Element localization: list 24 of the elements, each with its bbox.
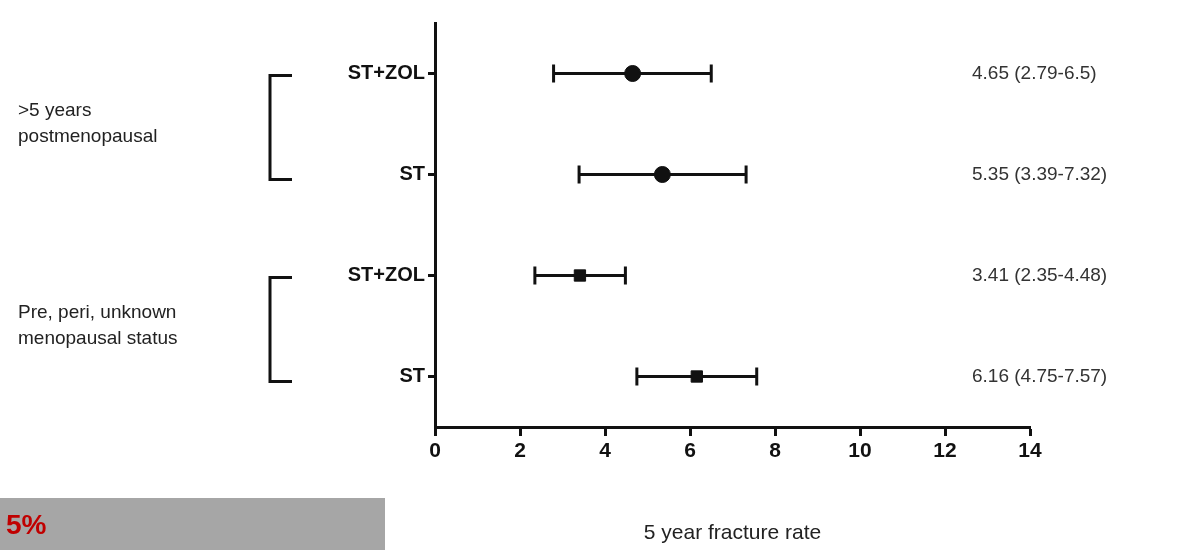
x-tick-label: 4 xyxy=(599,438,612,462)
text: 4.65 (2.79-6.5) xyxy=(972,61,1097,83)
x-tick-label: 2 xyxy=(514,438,526,462)
text: 3.41 (2.35-4.48) xyxy=(972,263,1108,285)
y-tick-label: ST xyxy=(399,162,425,185)
point xyxy=(690,370,703,383)
text: >5 years postmenopausal xyxy=(18,99,158,147)
x-tick-label: 0 xyxy=(429,438,441,462)
x-axis-title: 5 year fracture rate xyxy=(643,520,822,544)
point xyxy=(573,269,587,282)
y-tick-label: ST xyxy=(399,364,425,387)
label-box: 5% xyxy=(0,498,385,550)
x-tick-label: 10 xyxy=(848,438,872,462)
x-tick-label: 14 xyxy=(1018,438,1042,462)
x-tick-label: 6 xyxy=(684,438,696,462)
x-tick-label: 12 xyxy=(933,438,957,462)
x-tick-label: 8 xyxy=(769,438,782,462)
y-tick-label: ST+ZOL xyxy=(347,61,425,84)
text: 6.16 (4.75-7.57) xyxy=(972,364,1108,386)
text: Pre, peri, unknown menopausal status xyxy=(18,301,178,349)
y-tick-label: ST+ZOL xyxy=(347,263,425,286)
point xyxy=(653,166,671,183)
text: 5.35 (3.39-7.32) xyxy=(972,162,1108,184)
point xyxy=(624,65,642,82)
